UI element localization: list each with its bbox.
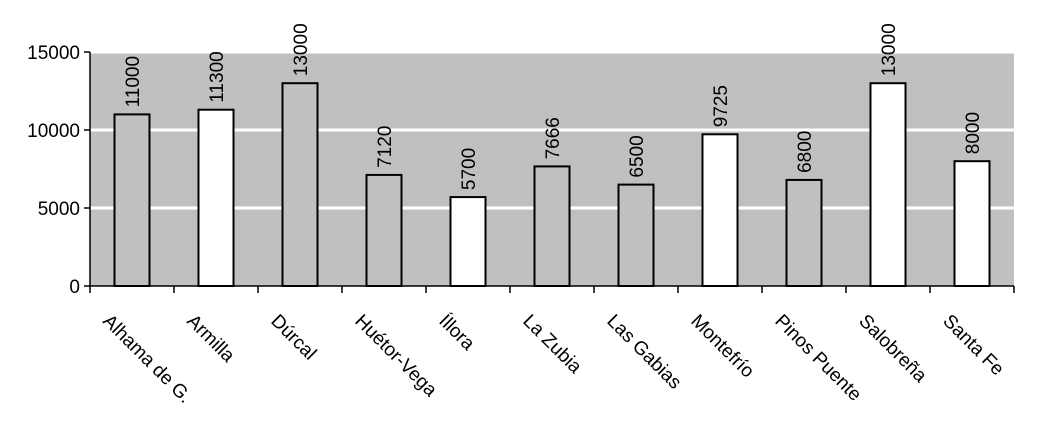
data-label-2: 11300	[207, 51, 228, 102]
y-tick-label: 0	[69, 277, 80, 298]
category-label-10: Salobreña	[854, 311, 930, 387]
category-label-1: Alhama de G.	[98, 311, 195, 408]
category-label-9: Pinos Puente	[770, 311, 865, 406]
bar-7[interactable]	[617, 183, 655, 288]
category-label-2: Armilla	[182, 311, 238, 367]
category-label-4: Huétor-Vega	[350, 311, 441, 402]
category-label-5: Íllora	[434, 311, 478, 355]
category-label-6: La Zubia	[518, 311, 585, 378]
y-tick-label: 5000	[38, 199, 80, 220]
bar-3[interactable]	[281, 82, 319, 287]
data-label-11: 8000	[963, 112, 984, 154]
data-label-7: 6500	[627, 135, 648, 177]
category-label-3: Dúrcal	[266, 311, 320, 365]
bar-10[interactable]	[869, 82, 907, 287]
data-label-5: 5700	[459, 148, 480, 190]
y-tick-label: 10000	[27, 121, 80, 142]
data-label-9: 6800	[795, 131, 816, 173]
bar-2[interactable]	[197, 108, 235, 287]
bar-4[interactable]	[365, 173, 403, 287]
data-label-3: 13000	[291, 23, 312, 76]
data-label-1: 11000	[123, 56, 144, 107]
y-tick-label: 15000	[27, 43, 80, 64]
data-label-8: 9725	[711, 85, 732, 127]
data-label-4: 7120	[375, 126, 396, 168]
bar-8[interactable]	[701, 133, 739, 287]
bar-1[interactable]	[113, 113, 151, 288]
data-label-6: 7666	[543, 117, 564, 159]
bar-5[interactable]	[449, 196, 487, 287]
bar-11[interactable]	[953, 160, 991, 287]
bar-6[interactable]	[533, 165, 571, 287]
category-label-11: Santa Fe	[938, 311, 1007, 380]
data-label-10: 13000	[879, 23, 900, 76]
category-label-8: Montefrío	[686, 311, 758, 383]
category-label-7: Las Gabias	[602, 311, 685, 394]
bar-9[interactable]	[785, 178, 823, 287]
